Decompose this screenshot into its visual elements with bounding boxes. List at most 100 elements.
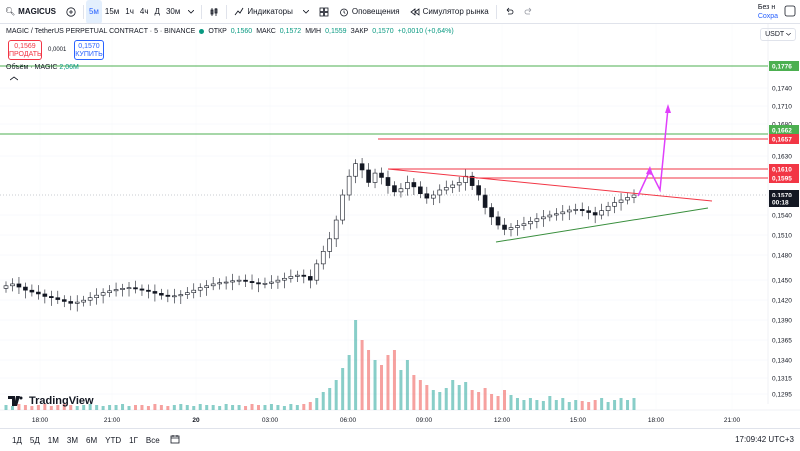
symbol-title[interactable]: MAGIC / TetherUS PERPETUAL CONTRACT · 5 … xyxy=(6,28,196,35)
volume-bar xyxy=(101,406,105,410)
range-5d[interactable]: 5Д xyxy=(29,435,40,445)
redo-button[interactable] xyxy=(519,0,539,23)
price-level-label: 0,1570 xyxy=(772,193,792,200)
layouts-button[interactable] xyxy=(314,0,334,23)
volume-bar xyxy=(256,405,260,410)
add-symbol-button[interactable] xyxy=(61,0,81,23)
clock[interactable]: 17:09:42 UTC+3 xyxy=(735,435,794,444)
indicators-button[interactable]: Индикаторы xyxy=(229,0,297,23)
volume-bar xyxy=(341,368,345,410)
collapse-legend-button[interactable] xyxy=(9,76,19,83)
timeframe-1d[interactable]: Д xyxy=(154,7,160,16)
volume-bar xyxy=(321,392,325,410)
change-value: +0,0010 (+0,64%) xyxy=(397,28,454,35)
candle-body xyxy=(437,189,443,196)
save-status[interactable]: Без н Сохра xyxy=(756,3,780,21)
candle-body xyxy=(385,177,391,186)
time-tick-label: 20 xyxy=(192,417,200,424)
price-tick-label: 0,1315 xyxy=(772,376,792,383)
candle-body xyxy=(159,293,164,296)
tradingview-logo[interactable]: TradingView xyxy=(8,395,94,407)
volume-bar xyxy=(619,398,623,410)
volume-bar xyxy=(250,404,254,410)
timeframe-15m[interactable]: 15м xyxy=(104,7,120,16)
symbol-search[interactable]: 🔍︎ MAGICUS xyxy=(0,0,61,23)
candle-body xyxy=(359,163,365,171)
candle-body xyxy=(424,193,430,199)
divider xyxy=(82,4,84,19)
range-1y[interactable]: 1Г xyxy=(129,435,138,445)
range-3m[interactable]: 3М xyxy=(66,435,78,445)
price-chart[interactable]: 0,17400,17100,16800,16300,15400,15100,14… xyxy=(0,24,800,428)
candle-body xyxy=(191,289,197,293)
market-open-dot xyxy=(199,29,205,34)
chart-type-button[interactable] xyxy=(204,0,224,23)
currency-select[interactable]: USDT xyxy=(760,28,796,41)
price-tick-label: 0,1450 xyxy=(772,278,792,285)
range-1m[interactable]: 1М xyxy=(47,435,59,445)
price-level-label-bg xyxy=(769,173,799,183)
chevron-down-icon xyxy=(188,9,195,14)
volume-bar xyxy=(218,406,222,410)
indicators-dropdown[interactable] xyxy=(298,0,314,23)
range-all[interactable]: Все xyxy=(145,435,160,445)
undo-icon xyxy=(506,7,514,14)
timeframe-5m[interactable]: 5м xyxy=(85,0,102,23)
bottom-toolbar: 1Д 5Д 1М 3М 6М YTD 1Г Все 17:09:42 UTC+3 xyxy=(0,428,800,451)
logo-text: TradingView xyxy=(29,395,94,407)
volume-bar xyxy=(613,400,617,410)
volume-bar xyxy=(211,405,215,410)
sell-button[interactable]: 0,1569 ПРОДАТЬ xyxy=(8,40,42,60)
chart-area[interactable]: 0,17400,17100,16800,16300,15400,15100,14… xyxy=(0,24,800,428)
time-tick-label: 21:00 xyxy=(724,417,741,424)
volume-bar xyxy=(302,404,306,410)
candle-body xyxy=(16,283,22,288)
volume-bar xyxy=(49,406,53,410)
candle-body xyxy=(327,238,333,252)
candle-body xyxy=(566,209,572,213)
buy-button[interactable]: 0,1570 КУПИТЬ xyxy=(74,40,104,60)
price-axis-bg xyxy=(768,24,800,404)
alarm-clock-icon xyxy=(339,8,348,16)
timeframe-dropdown[interactable] xyxy=(183,0,199,23)
range-ytd[interactable]: YTD xyxy=(105,435,122,445)
timeframe-30m[interactable]: 30м xyxy=(165,7,181,16)
volume-bar xyxy=(17,404,21,410)
timeframe-4h[interactable]: 4ч xyxy=(139,7,149,16)
candle-body xyxy=(100,292,106,296)
volume-bar xyxy=(231,405,235,410)
volume-bar xyxy=(295,405,299,410)
volume-bar xyxy=(392,350,396,410)
volume-value: 2,06M xyxy=(59,64,79,71)
chevron-up-icon xyxy=(9,76,19,81)
undo-button[interactable] xyxy=(499,0,519,23)
currency-label: USDT xyxy=(765,31,785,38)
volume-bar xyxy=(567,402,571,410)
volume-bar xyxy=(133,405,137,410)
volume-bar xyxy=(146,406,150,410)
account-button[interactable] xyxy=(780,5,800,19)
volume-bar xyxy=(82,405,86,410)
candle-body xyxy=(599,210,604,216)
trendline-resistance xyxy=(387,168,713,202)
price-tick-label: 0,1295 xyxy=(772,392,792,399)
volume-bar xyxy=(354,320,358,410)
volume-bar xyxy=(289,404,293,410)
volume-legend[interactable]: Объём · MAGIC 2,06M xyxy=(6,64,79,71)
volume-label: Объём · MAGIC xyxy=(6,64,58,71)
candle-body xyxy=(269,281,274,284)
candle-body xyxy=(249,281,255,283)
price-level-label: 0,1662 xyxy=(772,128,792,135)
range-1d[interactable]: 1Д xyxy=(12,435,22,445)
timeframe-1h[interactable]: 1ч xyxy=(125,7,134,16)
volume-bar xyxy=(490,394,494,410)
volume-bar xyxy=(554,400,558,410)
trendline-support xyxy=(495,207,709,243)
close-label: ЗАКР xyxy=(350,28,369,35)
range-6m[interactable]: 6М xyxy=(86,435,98,445)
simulator-button[interactable]: Симулятор рынка xyxy=(405,0,494,23)
alerts-button[interactable]: Оповещения xyxy=(334,0,405,23)
candle-body xyxy=(372,172,378,183)
volume-bar xyxy=(535,400,539,410)
date-range-button[interactable] xyxy=(170,434,180,446)
